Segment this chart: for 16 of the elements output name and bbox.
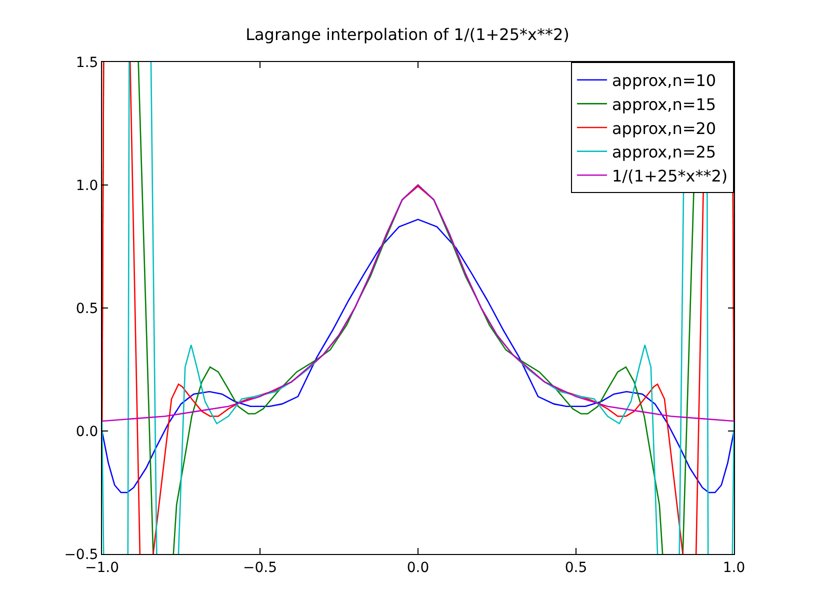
y-tick-label: 1.5 (76, 54, 98, 71)
line-series (102, 184, 734, 422)
x-tick-label: 0.5 (564, 560, 588, 576)
chart-title: Lagrange interpolation of 1/(1+25*x**2) (246, 25, 570, 44)
y-tick-label: 1.0 (76, 178, 98, 194)
legend-label: approx,n=25 (612, 142, 716, 162)
x-tick-label: 0.0 (406, 560, 430, 576)
line-series (102, 218, 734, 494)
legend-label: approx,n=15 (612, 94, 716, 114)
legend-label: approx,n=10 (612, 71, 716, 90)
y-tick-label: 0.0 (76, 424, 98, 440)
legend-label: approx,n=20 (612, 118, 716, 138)
x-tick-label: 1.0 (722, 560, 746, 576)
x-tick-label: −0.5 (243, 560, 277, 576)
y-tick-label: 0.5 (76, 300, 98, 317)
legend-label: 1/(1+25*x**2) (612, 166, 728, 186)
